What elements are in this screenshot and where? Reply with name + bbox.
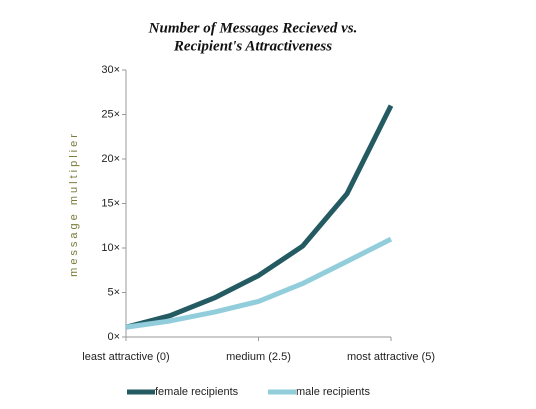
series-line (125, 236, 393, 330)
y-tick-label: 20× (101, 153, 120, 165)
chart-title: Number of Messages Recieved vs. (148, 20, 358, 36)
x-tick-label: most attractive (5) (347, 351, 435, 363)
legend-label: male recipients (296, 386, 370, 398)
y-tick-label: 15× (101, 197, 120, 209)
y-tick-label: 30× (101, 64, 120, 76)
y-tick-label: 0× (107, 331, 120, 343)
chart-title: Recipient's Attractiveness (173, 38, 332, 54)
x-tick-label: least attractive (0) (82, 351, 169, 363)
series-line (125, 104, 394, 330)
legend-label: female recipients (155, 386, 239, 398)
y-tick-label: 5× (107, 286, 120, 298)
x-tick-label: medium (2.5) (226, 351, 291, 363)
y-tick-label: 25× (101, 108, 120, 120)
y-axis-label: message multiplier (68, 131, 80, 277)
y-tick-label: 10× (101, 242, 120, 254)
